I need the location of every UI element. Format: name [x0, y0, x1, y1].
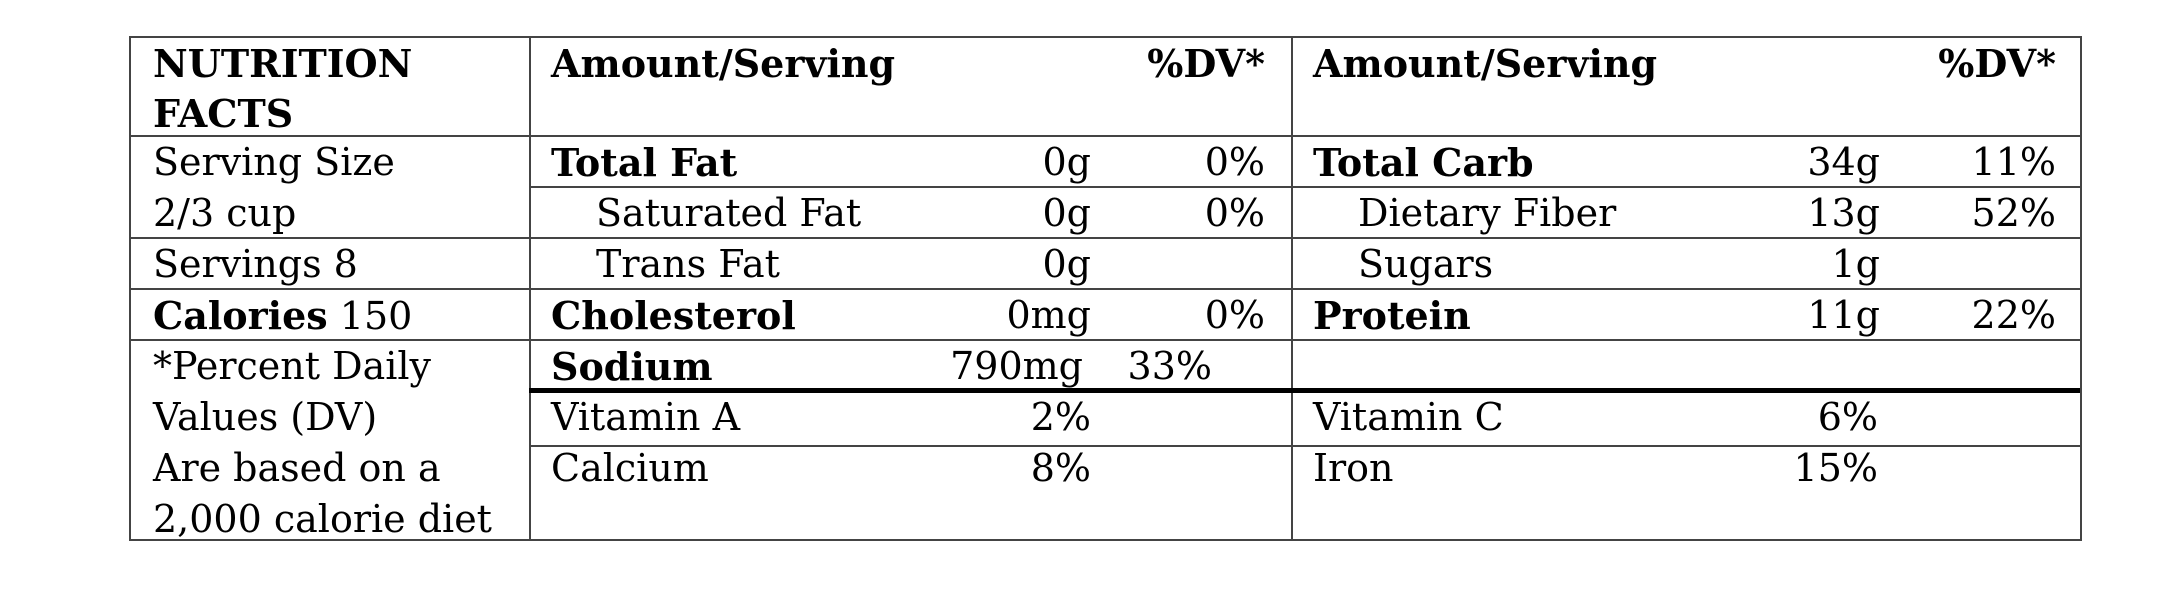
- row-divider: [131, 135, 529, 137]
- nutrient-amount: 34g: [1807, 140, 1880, 184]
- dv-footnote: Are based on a: [153, 446, 441, 490]
- dv-footnote: Values (DV): [153, 395, 378, 439]
- nutrient-dv: 11%: [1971, 140, 2056, 184]
- amount-per-serving-header: Amount/Serving: [1313, 41, 1658, 86]
- dv-footnote: *Percent Daily: [153, 344, 432, 388]
- calories-value: 150: [339, 294, 413, 338]
- nutrient-name: Dietary Fiber: [1358, 191, 1617, 235]
- nutrient-dv: 0%: [1204, 191, 1265, 235]
- vitamin-name: Vitamin C: [1313, 395, 1504, 439]
- nutrient-amount: 11g: [1807, 293, 1880, 337]
- row-divider: [529, 445, 2080, 447]
- amount-per-serving-header: Amount/Serving: [551, 41, 896, 86]
- row-divider: [529, 339, 2080, 341]
- nutrient-name: Cholesterol: [551, 293, 796, 338]
- vitamin-dv: 2%: [1030, 395, 1091, 439]
- row-divider: [131, 237, 529, 239]
- nutrient-name: Protein: [1313, 293, 1471, 338]
- vitamin-name: Calcium: [551, 446, 709, 490]
- nutrient-dv: 0%: [1204, 293, 1265, 337]
- dv-footnote: 2,000 calorie diet: [153, 497, 492, 541]
- vitamin-dv: 15%: [1793, 446, 1878, 490]
- nutrient-name: Saturated Fat: [596, 191, 862, 235]
- calories: Calories 150: [153, 290, 412, 342]
- daily-value-header: %DV*: [1938, 41, 2056, 86]
- nutrient-name: Sodium: [551, 344, 713, 389]
- vitamin-dv: 6%: [1817, 395, 1878, 439]
- nutrient-amount: 0mg: [1006, 293, 1091, 337]
- row-divider: [529, 237, 2080, 239]
- vitamin-name: Vitamin A: [551, 395, 741, 439]
- servings-per-container: Servings 8: [153, 242, 358, 286]
- vitamin-name: Iron: [1313, 446, 1394, 490]
- label-title: NUTRITION: [153, 41, 413, 86]
- section-divider: [529, 388, 2080, 393]
- nutrition-facts-table: NUTRITION FACTS Amount/Serving %DV* Amou…: [129, 36, 2082, 541]
- nutrient-name: Total Carb: [1313, 140, 1534, 185]
- row-divider: [529, 135, 2080, 137]
- vitamin-dv: 8%: [1030, 446, 1091, 490]
- nutrient-name: Trans Fat: [596, 242, 780, 286]
- nutrient-dv: 0%: [1204, 140, 1265, 184]
- label-title: FACTS: [153, 91, 294, 136]
- nutrient-dv: 22%: [1971, 293, 2056, 337]
- serving-size-value: 2/3 cup: [153, 191, 297, 235]
- row-divider: [529, 288, 2080, 290]
- nutrient-name: Sugars: [1358, 242, 1494, 286]
- row-divider: [131, 339, 529, 341]
- serving-size: Serving Size: [153, 140, 395, 184]
- nutrient-amount: 13g: [1807, 191, 1880, 235]
- calories-label: Calories: [153, 293, 328, 338]
- nutrient-dv: 52%: [1971, 191, 2056, 235]
- nutrient-amount: 1g: [1831, 242, 1880, 286]
- nutrient-amount: 790mg: [950, 344, 1083, 388]
- nutrient-dv: 33%: [1127, 344, 1212, 388]
- row-divider: [529, 186, 2080, 188]
- nutrient-amount: 0g: [1042, 242, 1091, 286]
- daily-value-header: %DV*: [1147, 41, 1265, 86]
- nutrient-amount: 0g: [1042, 191, 1091, 235]
- nutrient-amount: 0g: [1042, 140, 1091, 184]
- nutrient-name: Total Fat: [551, 140, 738, 185]
- row-divider: [131, 288, 529, 290]
